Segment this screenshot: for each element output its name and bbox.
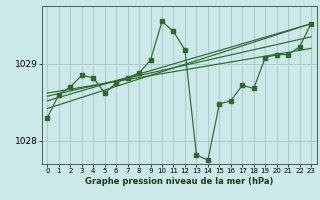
X-axis label: Graphe pression niveau de la mer (hPa): Graphe pression niveau de la mer (hPa): [85, 177, 273, 186]
